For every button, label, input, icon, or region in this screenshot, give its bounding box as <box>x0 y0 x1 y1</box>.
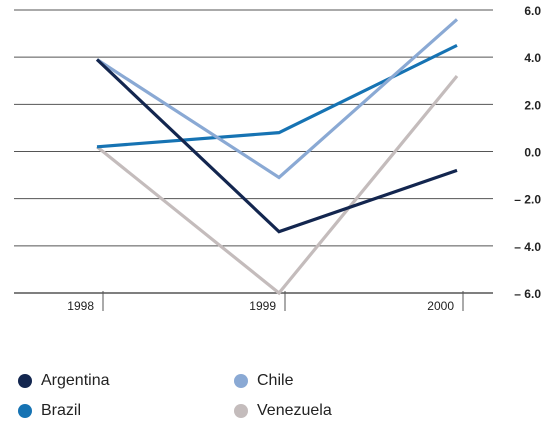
legend-label-argentina: Argentina <box>41 372 110 389</box>
legend-item-venezuela: Venezuela <box>234 400 332 422</box>
y-tick-label: – 2.0 <box>514 193 541 207</box>
x-tick-label: 2000 <box>427 299 454 313</box>
series-line-brazil <box>96 43 458 149</box>
legend-label-chile: Chile <box>257 372 294 389</box>
y-tick-label: 6.0 <box>524 4 541 18</box>
legend-label-venezuela: Venezuela <box>257 402 332 419</box>
legend: Argentina Brazil Chile Venezuela <box>18 370 538 426</box>
y-tick-label: – 4.0 <box>514 240 541 254</box>
legend-marker-argentina <box>18 374 32 388</box>
y-tick-label: 0.0 <box>524 146 541 160</box>
legend-label-brazil: Brazil <box>41 402 82 419</box>
y-tick-label: 4.0 <box>524 51 541 65</box>
legend-item-chile: Chile <box>234 370 293 392</box>
y-tick-label: – 6.0 <box>514 287 541 301</box>
y-tick-label: 2.0 <box>524 98 541 112</box>
legend-marker-brazil <box>18 404 32 418</box>
x-tick-label: 1998 <box>67 299 94 313</box>
series-line-argentina <box>95 58 458 234</box>
legend-marker-chile <box>234 374 248 388</box>
legend-item-argentina: Argentina <box>18 370 110 392</box>
x-tick-label: 1999 <box>249 299 276 313</box>
series-line-chile <box>96 18 459 180</box>
series-line-venezuela <box>95 75 459 296</box>
legend-item-brazil: Brazil <box>18 400 81 422</box>
legend-marker-venezuela <box>234 404 248 418</box>
